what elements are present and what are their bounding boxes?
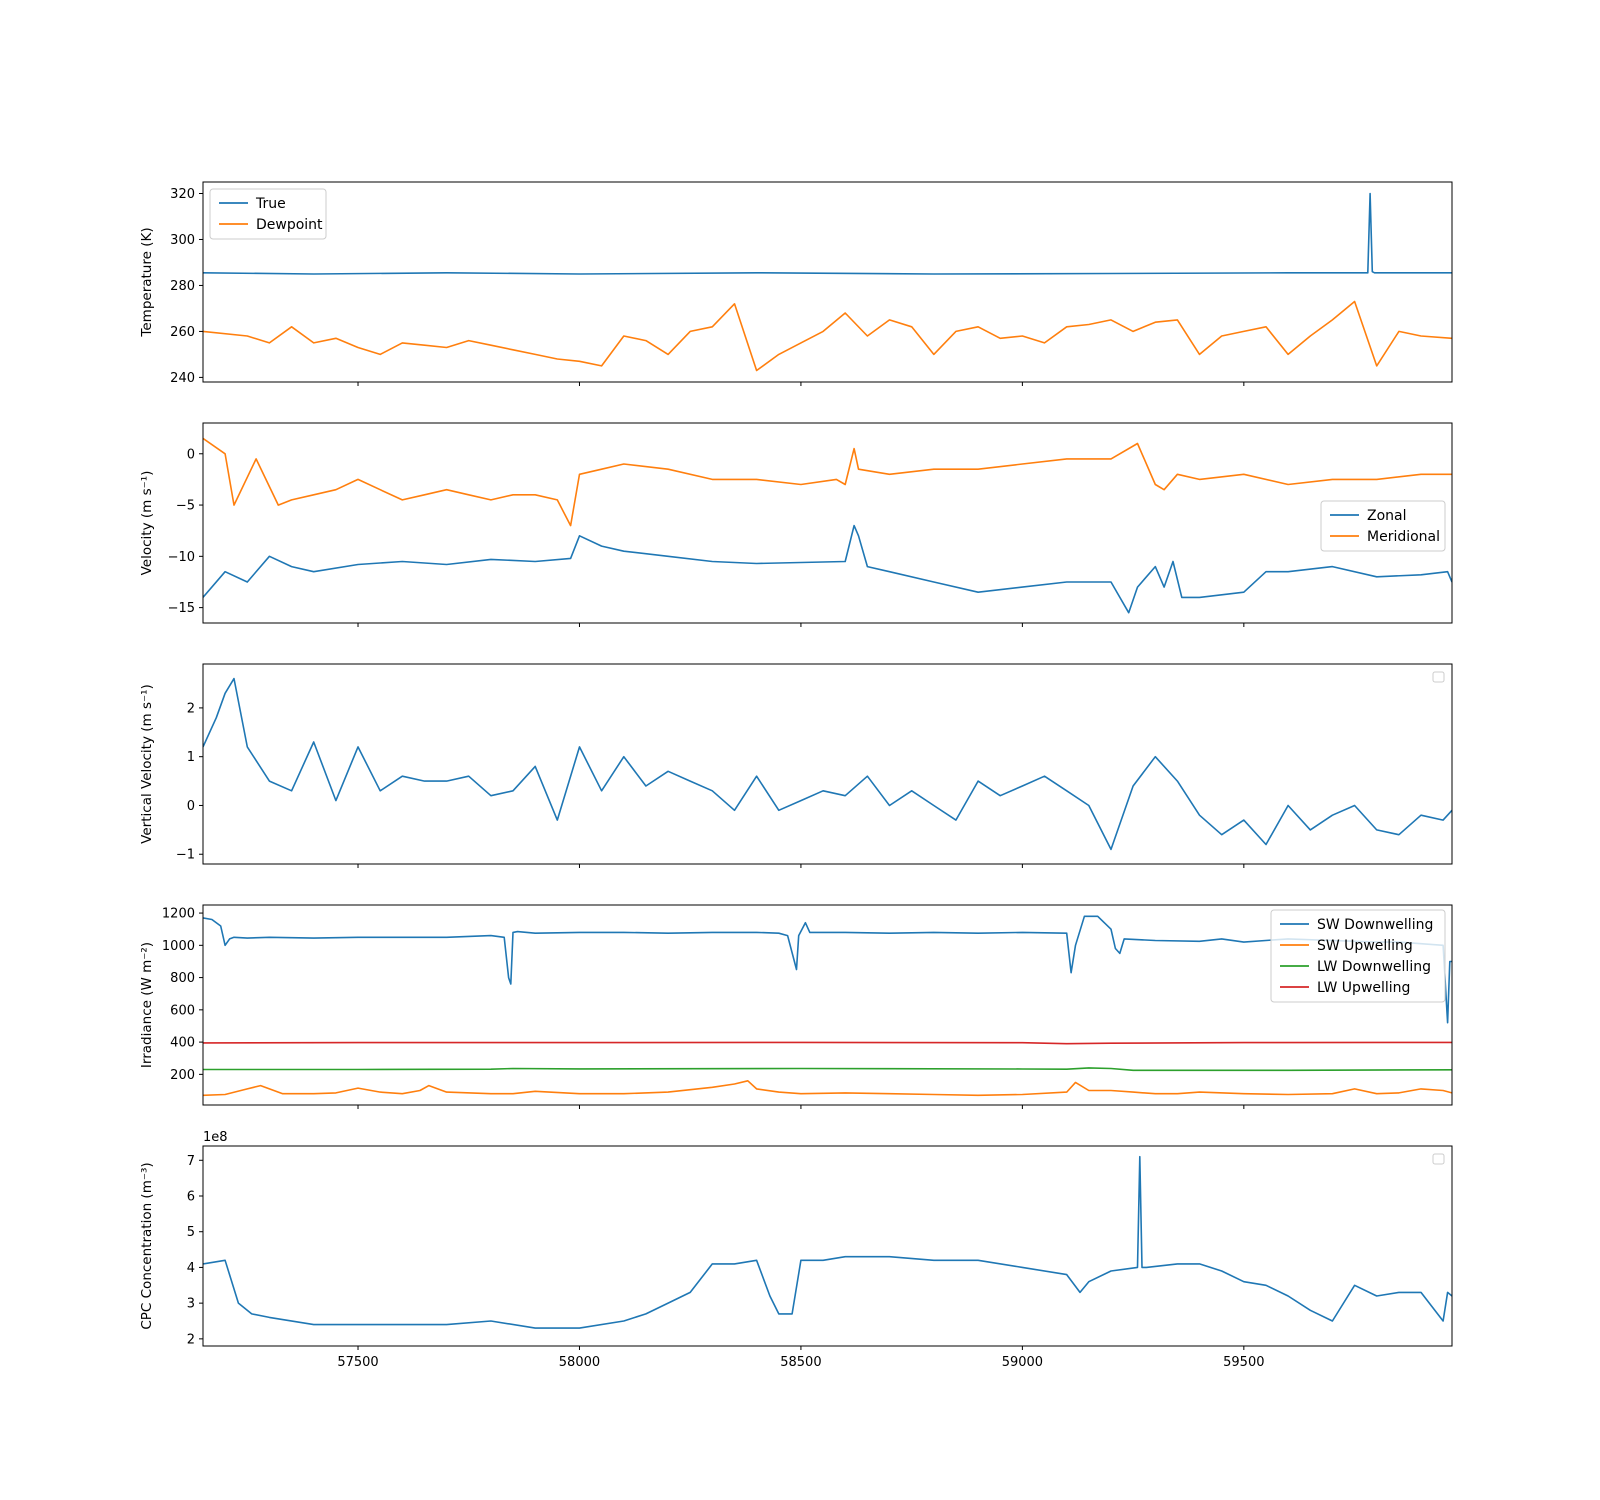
legend: True Dewpoint: [209, 188, 327, 240]
series-line-meridional: [203, 437, 1452, 527]
y-tick-label: 240: [170, 371, 195, 386]
y-tick-label: 1200: [162, 907, 195, 922]
y-tick-label: 300: [170, 233, 195, 248]
y-axis-label: CPC Concentration (m⁻³): [139, 1162, 155, 1329]
panel-5: 7 6 5 4 3 2 57500 58000 58500 59000 59500 CPC Conce…: [139, 1130, 1453, 1370]
y-tick-label: 3: [187, 1297, 195, 1312]
y-tick-label: 280: [170, 279, 195, 294]
x-tick-label: 59000: [1002, 1355, 1043, 1370]
legend-label-dewpoint: Dewpoint: [256, 217, 323, 233]
legend-label-true: True: [255, 196, 286, 212]
plot-frame: [202, 663, 1453, 865]
y-axis-label: Velocity (m s⁻¹): [139, 471, 155, 576]
y-tick-label: 0: [187, 799, 195, 814]
legend-label-sw-downwelling: SW Downwelling: [1317, 917, 1433, 933]
plot-frame: [202, 181, 1453, 383]
x-tick-label: 58000: [559, 1355, 600, 1370]
y-tick-label: 2: [187, 701, 195, 716]
series-line-sw-downwelling: [203, 915, 1452, 1024]
plot-frame: [202, 1145, 1453, 1347]
y-tick-label: 260: [170, 325, 195, 340]
legend: SW Downwelling SW Upwelling LW Downwelling…: [1270, 909, 1446, 1003]
y-tick-label: 600: [170, 1003, 195, 1018]
legend: Zonal Meridional: [1320, 500, 1446, 552]
y-tick-label: 320: [170, 187, 195, 202]
y-axis-label: Temperature (K): [139, 227, 155, 337]
series-line-sw-upwelling: [203, 1080, 1452, 1097]
y-tick-label: 7: [187, 1154, 195, 1169]
y-tick-label: 1: [187, 750, 195, 765]
y-tick-label: 400: [170, 1036, 195, 1051]
y-tick-label: 0: [187, 447, 195, 462]
series-line-true: [203, 192, 1452, 275]
y-tick-label: 200: [170, 1068, 195, 1083]
panel-3: 2 1 0 −1 Vertical Velocity (m s⁻¹): [139, 663, 1453, 868]
series-line-data: [203, 677, 1452, 851]
series-line-data: [203, 1155, 1452, 1329]
y-tick-label: 5: [187, 1225, 195, 1240]
panel-1: 240 260 280 300 320 Temperature (K) True Dewpoi…: [139, 181, 1453, 386]
y-tick-label: 800: [170, 971, 195, 986]
y-tick-label: −5: [176, 499, 195, 514]
legend-box: [209, 188, 327, 240]
panel-4: 1200 1000 800 600 400 200 Irradiance (W m⁻²) SW…: [139, 904, 1453, 1109]
legend-label-sw-upwelling: SW Upwelling: [1317, 938, 1413, 954]
y-tick-label: −15: [168, 601, 195, 616]
plot-frame: [202, 422, 1453, 624]
y-offset-text: 1e8: [203, 1130, 228, 1145]
legend-box: [1320, 500, 1446, 552]
legend-label-meridional: Meridional: [1367, 529, 1440, 545]
empty-legend-box: [1432, 671, 1445, 683]
series-line-zonal: [203, 524, 1452, 614]
series-line-dewpoint: [203, 300, 1452, 372]
series-line-lw-upwelling: [203, 1041, 1452, 1045]
y-tick-label: −1: [176, 848, 195, 863]
legend-label-lw-upwelling: LW Upwelling: [1317, 980, 1410, 996]
plot-frame: [202, 904, 1453, 1106]
legend-box: [1270, 909, 1446, 1003]
empty-legend-box: [1432, 1153, 1445, 1165]
x-tick-label: 59500: [1223, 1355, 1264, 1370]
y-axis-label: Vertical Velocity (m s⁻¹): [139, 684, 155, 844]
y-tick-label: 4: [187, 1261, 195, 1276]
panel-2: 0 −5 −10 −15 Velocity (m s⁻¹) Zonal Meridional: [139, 422, 1453, 627]
y-tick-label: 6: [187, 1190, 195, 1205]
y-tick-label: 1000: [162, 939, 195, 954]
legend-label-zonal: Zonal: [1367, 508, 1407, 524]
x-tick-label: 57500: [337, 1355, 378, 1370]
legend-label-lw-downwelling: LW Downwelling: [1317, 959, 1431, 975]
y-tick-label: −10: [168, 550, 195, 565]
series-line-lw-downwelling: [203, 1067, 1452, 1072]
y-tick-label: 2: [187, 1332, 195, 1347]
x-tick-label: 58500: [780, 1355, 821, 1370]
y-axis-label: Irradiance (W m⁻²): [139, 942, 155, 1068]
